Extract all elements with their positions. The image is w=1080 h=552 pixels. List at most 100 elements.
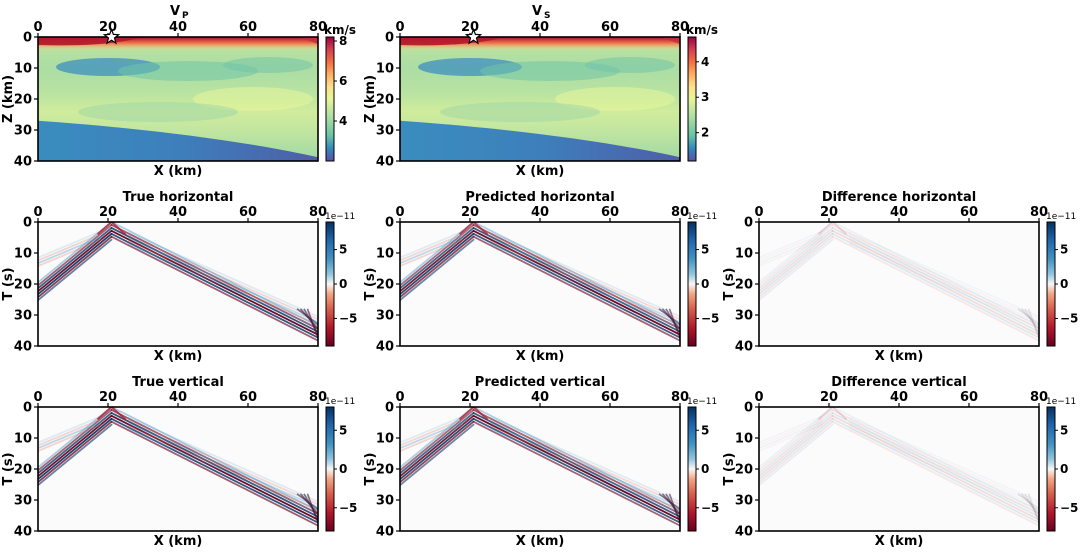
wavefront-line xyxy=(110,232,318,339)
plot-background xyxy=(400,407,680,531)
x-tick-label: 40 xyxy=(169,390,187,405)
wavefront-line xyxy=(38,420,113,484)
wavefront-line xyxy=(849,428,1039,514)
x-tick-label: 20 xyxy=(820,205,838,220)
wavefront-line xyxy=(849,416,1039,503)
source-apex xyxy=(458,222,489,236)
wavefront-line xyxy=(400,230,464,259)
source-apex xyxy=(458,407,489,421)
plot-background xyxy=(759,222,1039,346)
velocity-anomaly xyxy=(78,102,238,122)
y-tick-label: 30 xyxy=(376,124,394,139)
x-tick-label: 80 xyxy=(671,390,689,405)
wavefront-line xyxy=(759,230,823,259)
wavefront-line xyxy=(849,243,1039,329)
wavefront-line xyxy=(110,409,318,515)
wavefront-line xyxy=(110,224,318,330)
panel-title: V xyxy=(532,4,542,19)
x-tick-label: 80 xyxy=(671,205,689,220)
colorbar-exponent: 1e−11 xyxy=(687,397,717,407)
wavefront-line xyxy=(38,423,113,487)
panel-true_v: 0 20 40 60 80 0 10 20 30 40 X (km) T (s) True vertic… xyxy=(1,375,357,549)
y-axis-label: T (s) xyxy=(722,267,737,300)
y-axis-label: Z (km) xyxy=(1,75,16,123)
panel-pred_h: 0 20 40 60 80 0 10 20 30 40 X (km) T (s) Predicted h… xyxy=(363,190,719,364)
mantle-layer xyxy=(38,120,318,161)
wavefield-image xyxy=(400,222,680,342)
wavefront-line xyxy=(849,231,1039,318)
y-tick-label: 20 xyxy=(14,93,32,108)
wavefront-line xyxy=(472,407,680,512)
wavefront-line xyxy=(1020,308,1039,330)
x-tick-label: 0 xyxy=(395,390,404,405)
x-tick-label: 40 xyxy=(890,205,908,220)
panel-diff_h: 0 20 40 60 80 0 10 20 30 40 X (km) T (s) Difference … xyxy=(722,190,1078,364)
wavefront-line xyxy=(490,240,680,326)
y-tick-label: 20 xyxy=(376,93,394,108)
wavefront-line xyxy=(472,222,680,327)
wavefield-image xyxy=(38,407,318,527)
wavefront-line xyxy=(400,232,475,296)
wavefront-line xyxy=(400,414,475,478)
x-axis-label: X (km) xyxy=(875,534,924,549)
colorbar-tick-label: 0 xyxy=(701,277,709,291)
surface-layer xyxy=(400,37,505,46)
colorbar-tick-label: 0 xyxy=(1060,277,1068,291)
wavefront-line xyxy=(490,231,680,318)
y-tick-label: 0 xyxy=(23,31,32,46)
x-axis-label: X (km) xyxy=(875,349,924,364)
y-tick-label: 30 xyxy=(14,494,32,509)
wavefront-line xyxy=(128,419,318,506)
wavefront-line xyxy=(472,229,680,336)
wavefield-image xyxy=(400,407,680,527)
panel-title: Predicted vertical xyxy=(475,375,605,390)
x-axis-label: X (km) xyxy=(154,534,203,549)
wavefront-line xyxy=(38,418,102,447)
source-star-icon xyxy=(102,27,121,45)
x-tick-label: 20 xyxy=(99,205,117,220)
colorbar-tick-label: 0 xyxy=(1060,462,1068,476)
wavefront-line xyxy=(110,222,318,327)
y-tick-label: 10 xyxy=(376,432,394,447)
wavefront-line xyxy=(472,224,680,330)
wavefront-line xyxy=(128,237,318,324)
x-tick-label: 60 xyxy=(239,205,257,220)
source-apex xyxy=(817,222,848,236)
x-tick-label: 0 xyxy=(33,20,42,35)
wavefront-line xyxy=(759,235,834,299)
wavefront-line xyxy=(128,428,318,514)
x-tick-label: 40 xyxy=(531,205,549,220)
wavefront-line xyxy=(400,233,464,262)
colorbar-unit: km/s xyxy=(324,23,356,37)
wavefront-line xyxy=(400,415,464,444)
surface-layer xyxy=(660,37,680,44)
x-tick-label: 60 xyxy=(601,205,619,220)
wavefront-line xyxy=(38,238,102,267)
wavefront-line xyxy=(1027,308,1039,339)
wavefront-line xyxy=(128,240,318,326)
colorbar xyxy=(325,406,335,532)
wavefront-line xyxy=(128,422,318,509)
colorbar-tick-label: 0 xyxy=(701,462,709,476)
x-tick-label: 60 xyxy=(239,20,257,35)
wavefront-line xyxy=(849,422,1039,509)
colorbar xyxy=(325,221,335,347)
x-tick-label: 20 xyxy=(461,20,479,35)
wavefront-line xyxy=(1017,493,1039,510)
wavefield-image xyxy=(38,222,318,342)
wavefront-line xyxy=(306,493,318,524)
colorbar-exponent: 1e−11 xyxy=(325,212,355,222)
colorbar-tick-label: −5 xyxy=(701,311,719,325)
wavefront-line xyxy=(472,235,680,342)
wavefront-line xyxy=(110,417,318,524)
x-tick-label: 80 xyxy=(309,390,327,405)
colorbar-unit: km/s xyxy=(686,23,718,37)
wavefront-line xyxy=(831,420,1039,527)
wavefront-line xyxy=(759,238,834,302)
wavefront-line xyxy=(490,234,680,321)
y-tick-label: 30 xyxy=(735,494,753,509)
wavefront-line xyxy=(759,222,834,284)
colorbar-tick-label: 3 xyxy=(701,90,709,104)
x-tick-label: 0 xyxy=(754,390,763,405)
wavefront-line xyxy=(1024,493,1039,519)
